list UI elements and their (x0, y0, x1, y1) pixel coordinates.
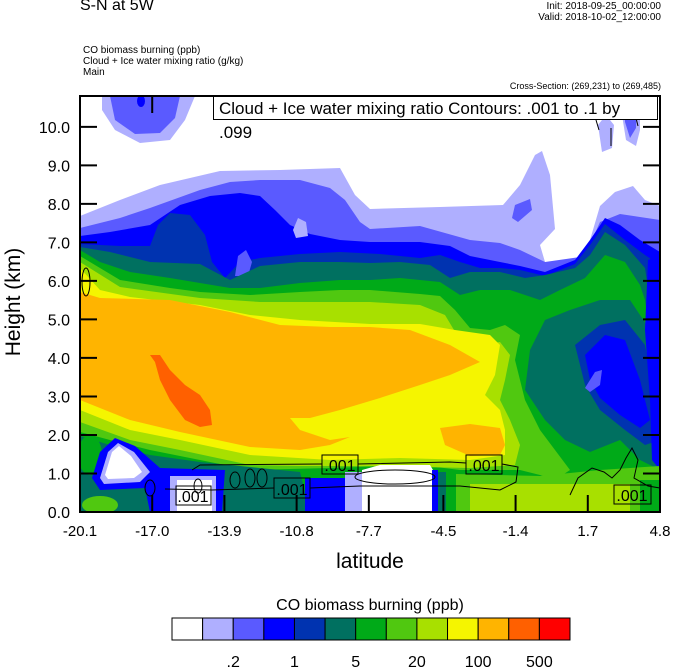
colorbar-label: 100 (465, 654, 492, 668)
colorbar-swatch (324, 617, 357, 641)
plot-title: S-N at 5W (80, 0, 154, 14)
field-label-co: CO biomass burning (ppb) (83, 45, 201, 56)
colorbar-swatch (293, 617, 326, 641)
contour-label: .001 (276, 482, 307, 499)
contour-label: .001 (324, 458, 355, 475)
colorbar: .2 1 5 20 100 500 (171, 617, 571, 668)
valid-time: Valid: 2018-10-02_12:00:00 (538, 12, 661, 23)
y-tick-label: 5.0 (48, 312, 70, 329)
level-11-fill (150, 355, 212, 427)
y-tick-label: 4.0 (48, 351, 70, 368)
field-label-main: Main (83, 67, 105, 78)
cross-section-label: Cross-Section: (269,231) to (269,485) (509, 81, 661, 91)
y-tick-label: 6.0 (48, 274, 70, 291)
init-time: Init: 2018-09-25_00:00:00 (546, 1, 661, 12)
colorbar-swatch (171, 617, 204, 641)
colorbar-label: 5 (351, 654, 360, 668)
y-tick-label: 10.0 (39, 120, 70, 137)
colorbar-swatch (202, 617, 234, 641)
colorbar-label: .2 (227, 654, 240, 668)
y-tick-label: 8.0 (48, 197, 70, 214)
y-tick-label: 7.0 (48, 235, 70, 252)
x-tick-label: -13.9 (207, 523, 241, 540)
x-tick-label: -4.5 (430, 523, 456, 540)
y-tick-label: 1.0 (48, 466, 70, 483)
x-axis-title: latitude (336, 550, 404, 573)
y-tick-label: 0.0 (48, 505, 70, 522)
x-tick-label: -17.0 (135, 523, 169, 540)
y-tick-label: 2.0 (48, 428, 70, 445)
colorbar-swatch (355, 617, 387, 641)
level-2-right-pocket (585, 370, 602, 392)
colorbar-title: CO biomass burning (ppb) (276, 597, 464, 614)
y-axis-title: Height (km) (2, 247, 25, 357)
colorbar-label: 1 (290, 654, 299, 668)
contour-label: .001 (177, 489, 208, 506)
near-surface-fills (80, 435, 660, 512)
level-1-pocket (293, 218, 308, 238)
colorbar-swatch (232, 617, 265, 641)
x-tick-label: -10.8 (280, 523, 314, 540)
axes: 0.0 1.0 2.0 3.0 4.0 5.0 6.0 7.0 8.0 9.0 10.0 -20.1 -… (39, 96, 671, 540)
x-tick-label: 4.8 (650, 523, 671, 540)
level-2-pocket (235, 250, 252, 276)
y-tick-label: 9.0 (48, 158, 70, 175)
level-3-right-edge (645, 255, 660, 470)
x-tick-label: -7.7 (356, 523, 382, 540)
colorbar-label: 500 (526, 654, 553, 668)
colorbar-swatch (477, 617, 510, 641)
co-filled-contours: .001 .001 .001 .001 .001 (80, 96, 660, 512)
x-tick-label: -1.4 (503, 523, 529, 540)
contour-label: .001 (468, 458, 499, 475)
contour-label: .001 (616, 488, 647, 505)
colorbar-swatch (385, 617, 418, 641)
colorbar-swatch (263, 617, 295, 641)
colorbar-swatch (447, 617, 479, 641)
colorbar-swatch (416, 617, 449, 641)
x-tick-label: 1.7 (577, 523, 598, 540)
x-tick-label: -20.1 (63, 523, 97, 540)
colorbar-label: 20 (408, 654, 426, 668)
overlay-legend: Cloud + Ice water mixing ratio Contours:… (213, 96, 658, 142)
colorbar-swatch (508, 617, 540, 641)
y-tick-label: 3.0 (48, 389, 70, 406)
cloud-ice-line-contours (81, 117, 660, 497)
level-3-right-fill (585, 335, 650, 428)
colorbar-swatch (538, 617, 571, 641)
contour-labels: .001 .001 .001 .001 .001 (175, 454, 652, 506)
field-label-cloud: Cloud + Ice water mixing ratio (g/kg) (83, 56, 244, 67)
